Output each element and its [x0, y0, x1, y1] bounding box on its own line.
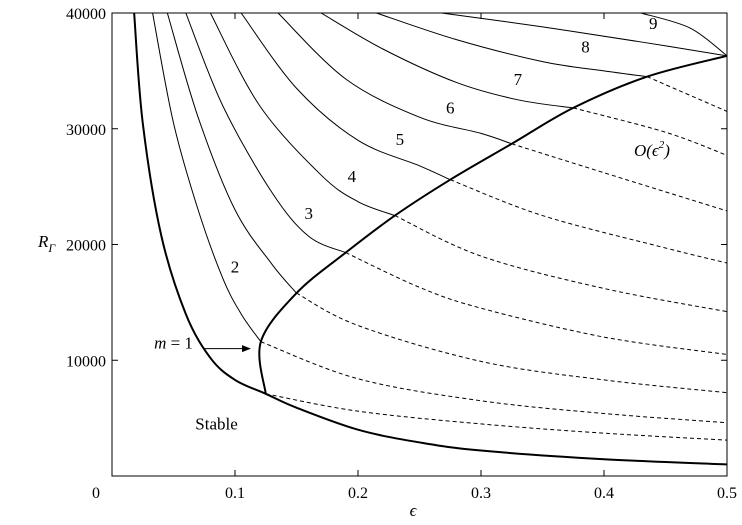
curve-dashed-9: [345, 252, 727, 355]
curve-solid-10: [240, 13, 451, 181]
curve-dashed-5: [260, 341, 727, 424]
curve-solid-6: [185, 13, 346, 254]
y-tick-label-2: 30000: [66, 122, 106, 139]
curve-solid-8: [209, 13, 396, 217]
region-label-3: 5: [396, 130, 405, 149]
region-label-9: Stable: [195, 415, 238, 434]
y-tick-label-1: 20000: [66, 238, 106, 255]
x-tick-label-1: 0.1: [225, 485, 245, 502]
curve-dashed-11: [394, 215, 727, 313]
order-label: O(ϵ2): [634, 139, 670, 160]
m1-arrow: [204, 345, 251, 353]
region-label-0: 2: [231, 257, 240, 276]
curve-dashed-13: [450, 179, 727, 264]
plot-frame: [111, 12, 728, 477]
curve-solid-18: [441, 13, 727, 57]
region-label-6: 8: [581, 37, 590, 56]
x-axis-label: ϵ: [410, 501, 418, 520]
curve-solid-2: [152, 13, 262, 343]
curve-solid-4: [166, 13, 297, 294]
curve-dashed-15: [511, 143, 727, 212]
curve-solid-14: [320, 13, 574, 109]
region-label-4: 6: [446, 99, 455, 118]
m1-arrow-head: [241, 345, 251, 353]
region-label-8: m = 1: [154, 334, 193, 353]
x-tick-label-3: 0.3: [471, 485, 491, 502]
curves-group: [133, 13, 727, 466]
curve-dashed-3: [265, 393, 727, 441]
region-label-7: 9: [649, 14, 658, 33]
x-tick-label-5: 0.5: [717, 485, 737, 502]
region-label-1: 3: [305, 204, 314, 223]
curve-dashed-17: [573, 107, 727, 156]
y-tick-label-3: 40000: [66, 6, 106, 23]
region-label-5: 7: [514, 70, 523, 89]
curve-solid-20: [640, 13, 727, 57]
y-axis-label: RΓ: [37, 232, 56, 255]
region-label-2: 4: [348, 167, 357, 186]
x-ticks: 0 0.1 0.2 0.3 0.4 0.5: [92, 13, 737, 502]
y-tick-label-0: 10000: [66, 353, 106, 370]
curve-dashed-19: [646, 76, 727, 112]
curve-solid-12: [277, 13, 512, 145]
curve-solid-16: [376, 13, 648, 78]
curve-dashed-7: [296, 292, 727, 394]
curve-bold-1: [258, 54, 727, 394]
x-tick-label-4: 0.4: [594, 485, 614, 502]
y-ticks: 10000 20000 30000 40000: [66, 6, 727, 370]
x-tick-label-2: 0.2: [348, 485, 368, 502]
x-tick-label-0: 0: [92, 485, 100, 502]
region-labels: 2 3 4 5 6 7 8 9 m = 1 Stable: [154, 14, 657, 433]
